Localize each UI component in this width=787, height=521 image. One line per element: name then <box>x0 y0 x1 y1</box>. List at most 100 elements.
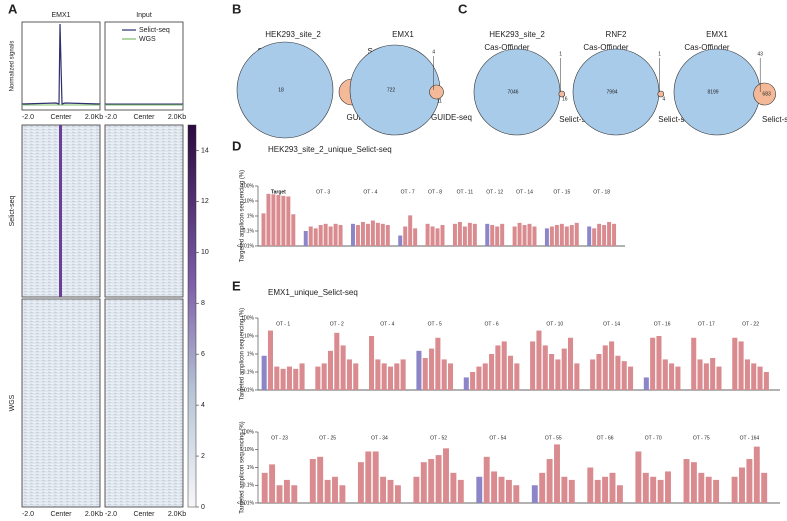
group-label: OT - 16 <box>654 321 671 327</box>
venn-set-label: Cas-Offinder <box>583 43 629 52</box>
bar <box>607 221 612 246</box>
bar <box>269 464 276 503</box>
y-tick-label: 0.1% <box>243 369 255 375</box>
bar <box>561 348 567 390</box>
bar <box>549 226 554 246</box>
venn-set-label: GUIDE-seq <box>431 113 472 122</box>
bar <box>568 479 575 503</box>
bar <box>332 476 338 503</box>
group-label: OT - 11 <box>457 189 474 195</box>
bar <box>512 226 517 246</box>
bar <box>472 223 477 246</box>
bar <box>744 359 750 390</box>
bar <box>403 226 408 246</box>
bar <box>602 476 609 503</box>
bar <box>621 361 627 390</box>
bar <box>532 226 537 246</box>
bar <box>491 471 498 503</box>
bar <box>594 479 601 503</box>
bar <box>612 223 617 246</box>
bar <box>323 223 328 246</box>
panel-title: EMX1_unique_Selict-seq <box>268 288 358 297</box>
label: EMX1 <box>51 12 70 19</box>
bar <box>425 223 430 246</box>
bar <box>416 350 422 390</box>
bar <box>351 223 355 246</box>
y-tick-label: <0.01% <box>237 500 255 506</box>
bar <box>328 226 333 246</box>
bar <box>443 448 449 503</box>
bar <box>413 228 418 246</box>
bar <box>457 479 464 503</box>
bar <box>309 459 316 503</box>
venn-count: 722 <box>387 87 396 93</box>
bar <box>385 225 390 246</box>
bar <box>394 485 401 503</box>
y-tick-label: <0.01% <box>237 387 255 393</box>
heatmaps <box>21 124 197 508</box>
bar <box>470 372 476 390</box>
group-label: OT - 25 <box>319 435 336 441</box>
group-label: OT - 4 <box>363 189 377 195</box>
bar <box>435 337 441 390</box>
group-label: OT - 5 <box>428 321 442 327</box>
bar <box>276 195 281 246</box>
x-tick-label: 2.0Kb <box>168 511 186 518</box>
group-label: OT - 3 <box>316 189 330 195</box>
axis-label: Targeted amplicon sequencing (%) <box>240 308 246 400</box>
venn-count: 1 <box>658 51 661 57</box>
bar <box>662 359 668 390</box>
bar <box>650 476 657 503</box>
bar <box>313 228 318 246</box>
colorbar-tick-label: 4 <box>201 402 205 409</box>
bar <box>261 472 268 503</box>
bar <box>751 363 757 390</box>
bar <box>476 476 483 503</box>
colorbar-tick-label: 12 <box>201 198 209 205</box>
bar <box>338 225 343 246</box>
y-tick-label: 100% <box>241 429 254 435</box>
bar <box>457 221 462 246</box>
bar <box>675 366 681 390</box>
bar <box>643 377 649 390</box>
legend-label: WGS <box>139 36 156 43</box>
bar <box>339 485 346 503</box>
bar <box>387 366 394 390</box>
bar <box>281 195 286 246</box>
bar <box>615 355 621 390</box>
panel-label: A <box>8 1 18 16</box>
x-tick-label: 2.0Kb <box>85 511 103 518</box>
bar <box>650 337 656 390</box>
bar <box>380 223 385 246</box>
y-tick-label: 100% <box>241 183 254 189</box>
venn-set-label: Selict-seq <box>559 115 594 124</box>
group-label: OT - 15 <box>553 189 570 195</box>
group-label: OT - 75 <box>693 435 710 441</box>
group-label: OT - 17 <box>698 321 715 327</box>
bar <box>554 444 560 503</box>
bar <box>308 226 313 246</box>
bar <box>657 479 664 503</box>
bar <box>355 225 360 246</box>
y-tick-label: 0.1% <box>243 483 255 489</box>
venn-circle <box>236 41 334 139</box>
group-label: OT - 7 <box>401 189 415 195</box>
bar <box>428 459 435 503</box>
venn-title: HEK293_site_2 <box>265 30 321 39</box>
bar <box>597 223 602 246</box>
bar <box>315 366 321 390</box>
bar <box>365 223 370 246</box>
bar <box>334 332 340 390</box>
bar <box>544 228 549 246</box>
group-label: OT - 14 <box>516 189 533 195</box>
group-label: OT - 8 <box>428 189 442 195</box>
bar <box>400 359 406 390</box>
colorbar-tick-label: 6 <box>201 351 205 358</box>
bar <box>691 337 697 390</box>
bar <box>369 336 375 390</box>
bar <box>276 485 283 503</box>
bar <box>761 472 768 503</box>
bar <box>413 476 420 503</box>
group-label: OT - 70 <box>645 435 662 441</box>
bar <box>370 220 375 246</box>
